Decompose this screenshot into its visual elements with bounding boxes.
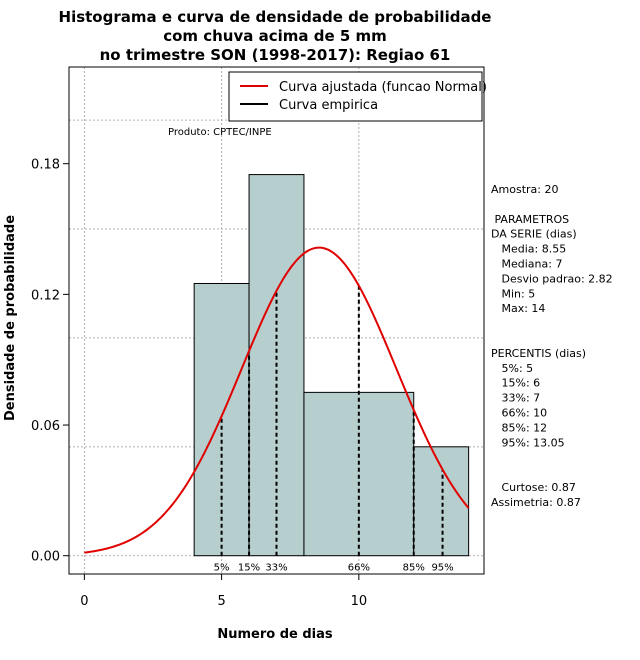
y-axis-label: Densidade de probabilidade [3, 215, 18, 421]
product-label: Produto: CPTEC/INPE [168, 127, 272, 138]
stats-line: Min: 5 [491, 287, 535, 300]
percentile-label: 33% [265, 563, 287, 574]
y-tick-label: 0.06 [31, 419, 60, 434]
percentile-label: 95% [431, 563, 453, 574]
stats-line: Amostra: 20 [491, 183, 558, 196]
stats-line: Max: 14 [491, 302, 545, 315]
stats-line: Media: 8.55 [491, 243, 566, 256]
stats-line: 15%: 6 [491, 377, 540, 390]
stats-line: 5%: 5 [491, 362, 533, 375]
normal-curve-line [84, 246, 470, 554]
stats-line: PERCENTIS (dias) [491, 347, 586, 360]
y-tick-label: 0.12 [31, 288, 60, 303]
histogram-bars [193, 174, 470, 557]
chart-title: Histograma e curva de densidade de proba… [59, 8, 492, 64]
percentile-label: 85% [403, 563, 425, 574]
chart-title-line-2: com chuva acima de 5 mm [163, 27, 387, 45]
chart-title-line-1: Histograma e curva de densidade de proba… [59, 8, 492, 26]
stats-line: 66%: 10 [491, 407, 547, 420]
stats-line: Mediana: 7 [491, 258, 562, 271]
stats-line: 95%: 13.05 [491, 436, 565, 449]
stats-line: PARAMETROS [491, 213, 569, 226]
stats-line: Desvio padrao: 2.82 [491, 272, 613, 285]
y-axis: 0.00 0.06 0.12 0.18 [31, 158, 70, 565]
stats-line: 33%: 7 [491, 392, 540, 405]
stats-line: 85%: 12 [491, 421, 547, 434]
y-tick-label: 0.00 [31, 550, 60, 565]
legend-box [228, 71, 483, 122]
percentile-label: 66% [348, 563, 370, 574]
percentile-lines [220, 285, 444, 556]
stats-line: DA SERIE (dias) [491, 228, 577, 241]
x-tick-label: 5 [217, 594, 225, 609]
percentile-label: 5% [214, 563, 230, 574]
x-tick-label: 0 [80, 594, 88, 609]
x-axis: 0 5 10 [80, 573, 368, 609]
y-tick-label: 0.18 [31, 158, 60, 173]
percentile-label: 15% [238, 563, 260, 574]
statistics-panel: Amostra: 20 PARAMETROS DA SERIE (dias) Me… [491, 183, 613, 509]
legend: Curva ajustada (funcao Normal) Curva emp… [228, 71, 487, 122]
chart-title-line-3: no trimestre SON (1998-2017): Regiao 61 [100, 46, 451, 64]
stats-line: Curtose: 0.87 [491, 481, 576, 494]
legend-label-normal: Curva ajustada (funcao Normal) [279, 80, 487, 95]
x-tick-label: 10 [351, 594, 368, 609]
percentile-labels: 5% 15% 33% 66% 85% 95% [214, 563, 454, 574]
stats-line: Assimetria: 0.87 [491, 496, 581, 509]
x-axis-label: Numero de dias [217, 627, 333, 642]
legend-label-empirical: Curva empirica [279, 98, 378, 113]
histogram-bar [413, 446, 470, 557]
